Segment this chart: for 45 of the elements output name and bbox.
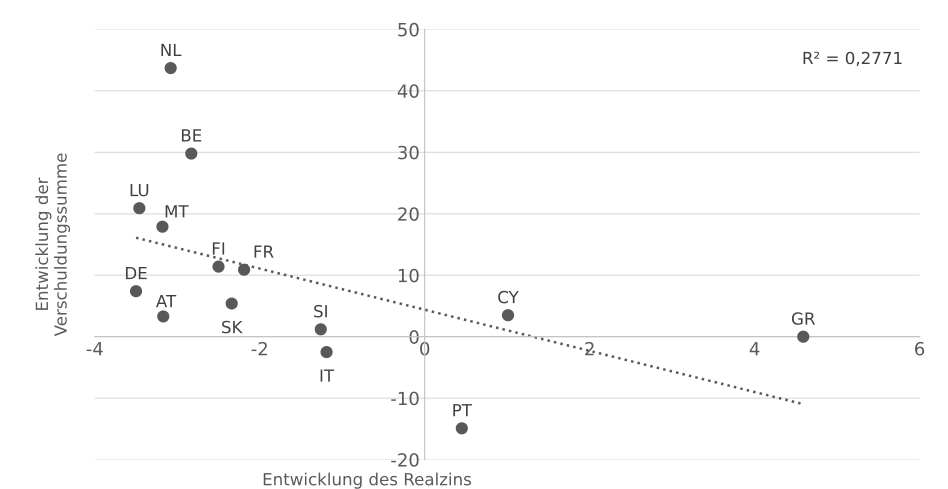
- point: [164, 62, 177, 74]
- x-tick-label: 0: [420, 342, 430, 356]
- y-tick-label: 50: [398, 22, 419, 36]
- point: [185, 147, 198, 160]
- annotation: DE: [126, 267, 147, 280]
- annotation: GR: [792, 312, 816, 325]
- point: [502, 309, 514, 322]
- annotation: FR: [254, 245, 274, 258]
- point: [157, 310, 170, 322]
- annotation: IT: [320, 370, 334, 382]
- annotation: NL: [161, 44, 182, 56]
- y-tick-label: 30: [398, 146, 419, 160]
- y-tick-label: -20: [391, 453, 419, 467]
- y-tick-label: 10: [398, 268, 419, 282]
- y-tick-label: -10: [391, 392, 419, 406]
- point: [314, 323, 327, 336]
- point: [320, 346, 333, 358]
- annotation: FI: [212, 242, 224, 255]
- x-tick-label: -4: [86, 342, 103, 356]
- y-tick-label: 20: [398, 207, 419, 221]
- y-axis-title: Entwicklung der Verschuldungssumme: [35, 154, 70, 336]
- x-tick-label: -2: [252, 342, 267, 356]
- point: [212, 260, 225, 273]
- y-tick-label: 40: [398, 84, 419, 98]
- x-axis-title: Entwicklung des Realzins: [264, 472, 472, 489]
- point: [130, 285, 142, 298]
- annotation: PT: [453, 404, 472, 416]
- x-tick-label: 2: [585, 342, 594, 356]
- point: [156, 220, 169, 233]
- point: [133, 202, 146, 214]
- annotation: LU: [130, 184, 148, 196]
- annotation: SK: [222, 320, 243, 334]
- annotation: AT: [156, 294, 176, 308]
- point: [797, 330, 810, 343]
- x-tick-label: 6: [915, 342, 924, 356]
- x-tick-label: 4: [750, 342, 760, 356]
- annotation: SI: [314, 304, 327, 318]
- annotation: MT: [166, 205, 189, 218]
- annotation: R² = 0,2771: [804, 52, 902, 66]
- annotation: BE: [182, 129, 202, 142]
- point: [456, 422, 468, 434]
- annotation: CY: [498, 290, 519, 304]
- point: [238, 264, 250, 276]
- y-tick-label: 0: [410, 330, 419, 344]
- point: [226, 297, 238, 310]
